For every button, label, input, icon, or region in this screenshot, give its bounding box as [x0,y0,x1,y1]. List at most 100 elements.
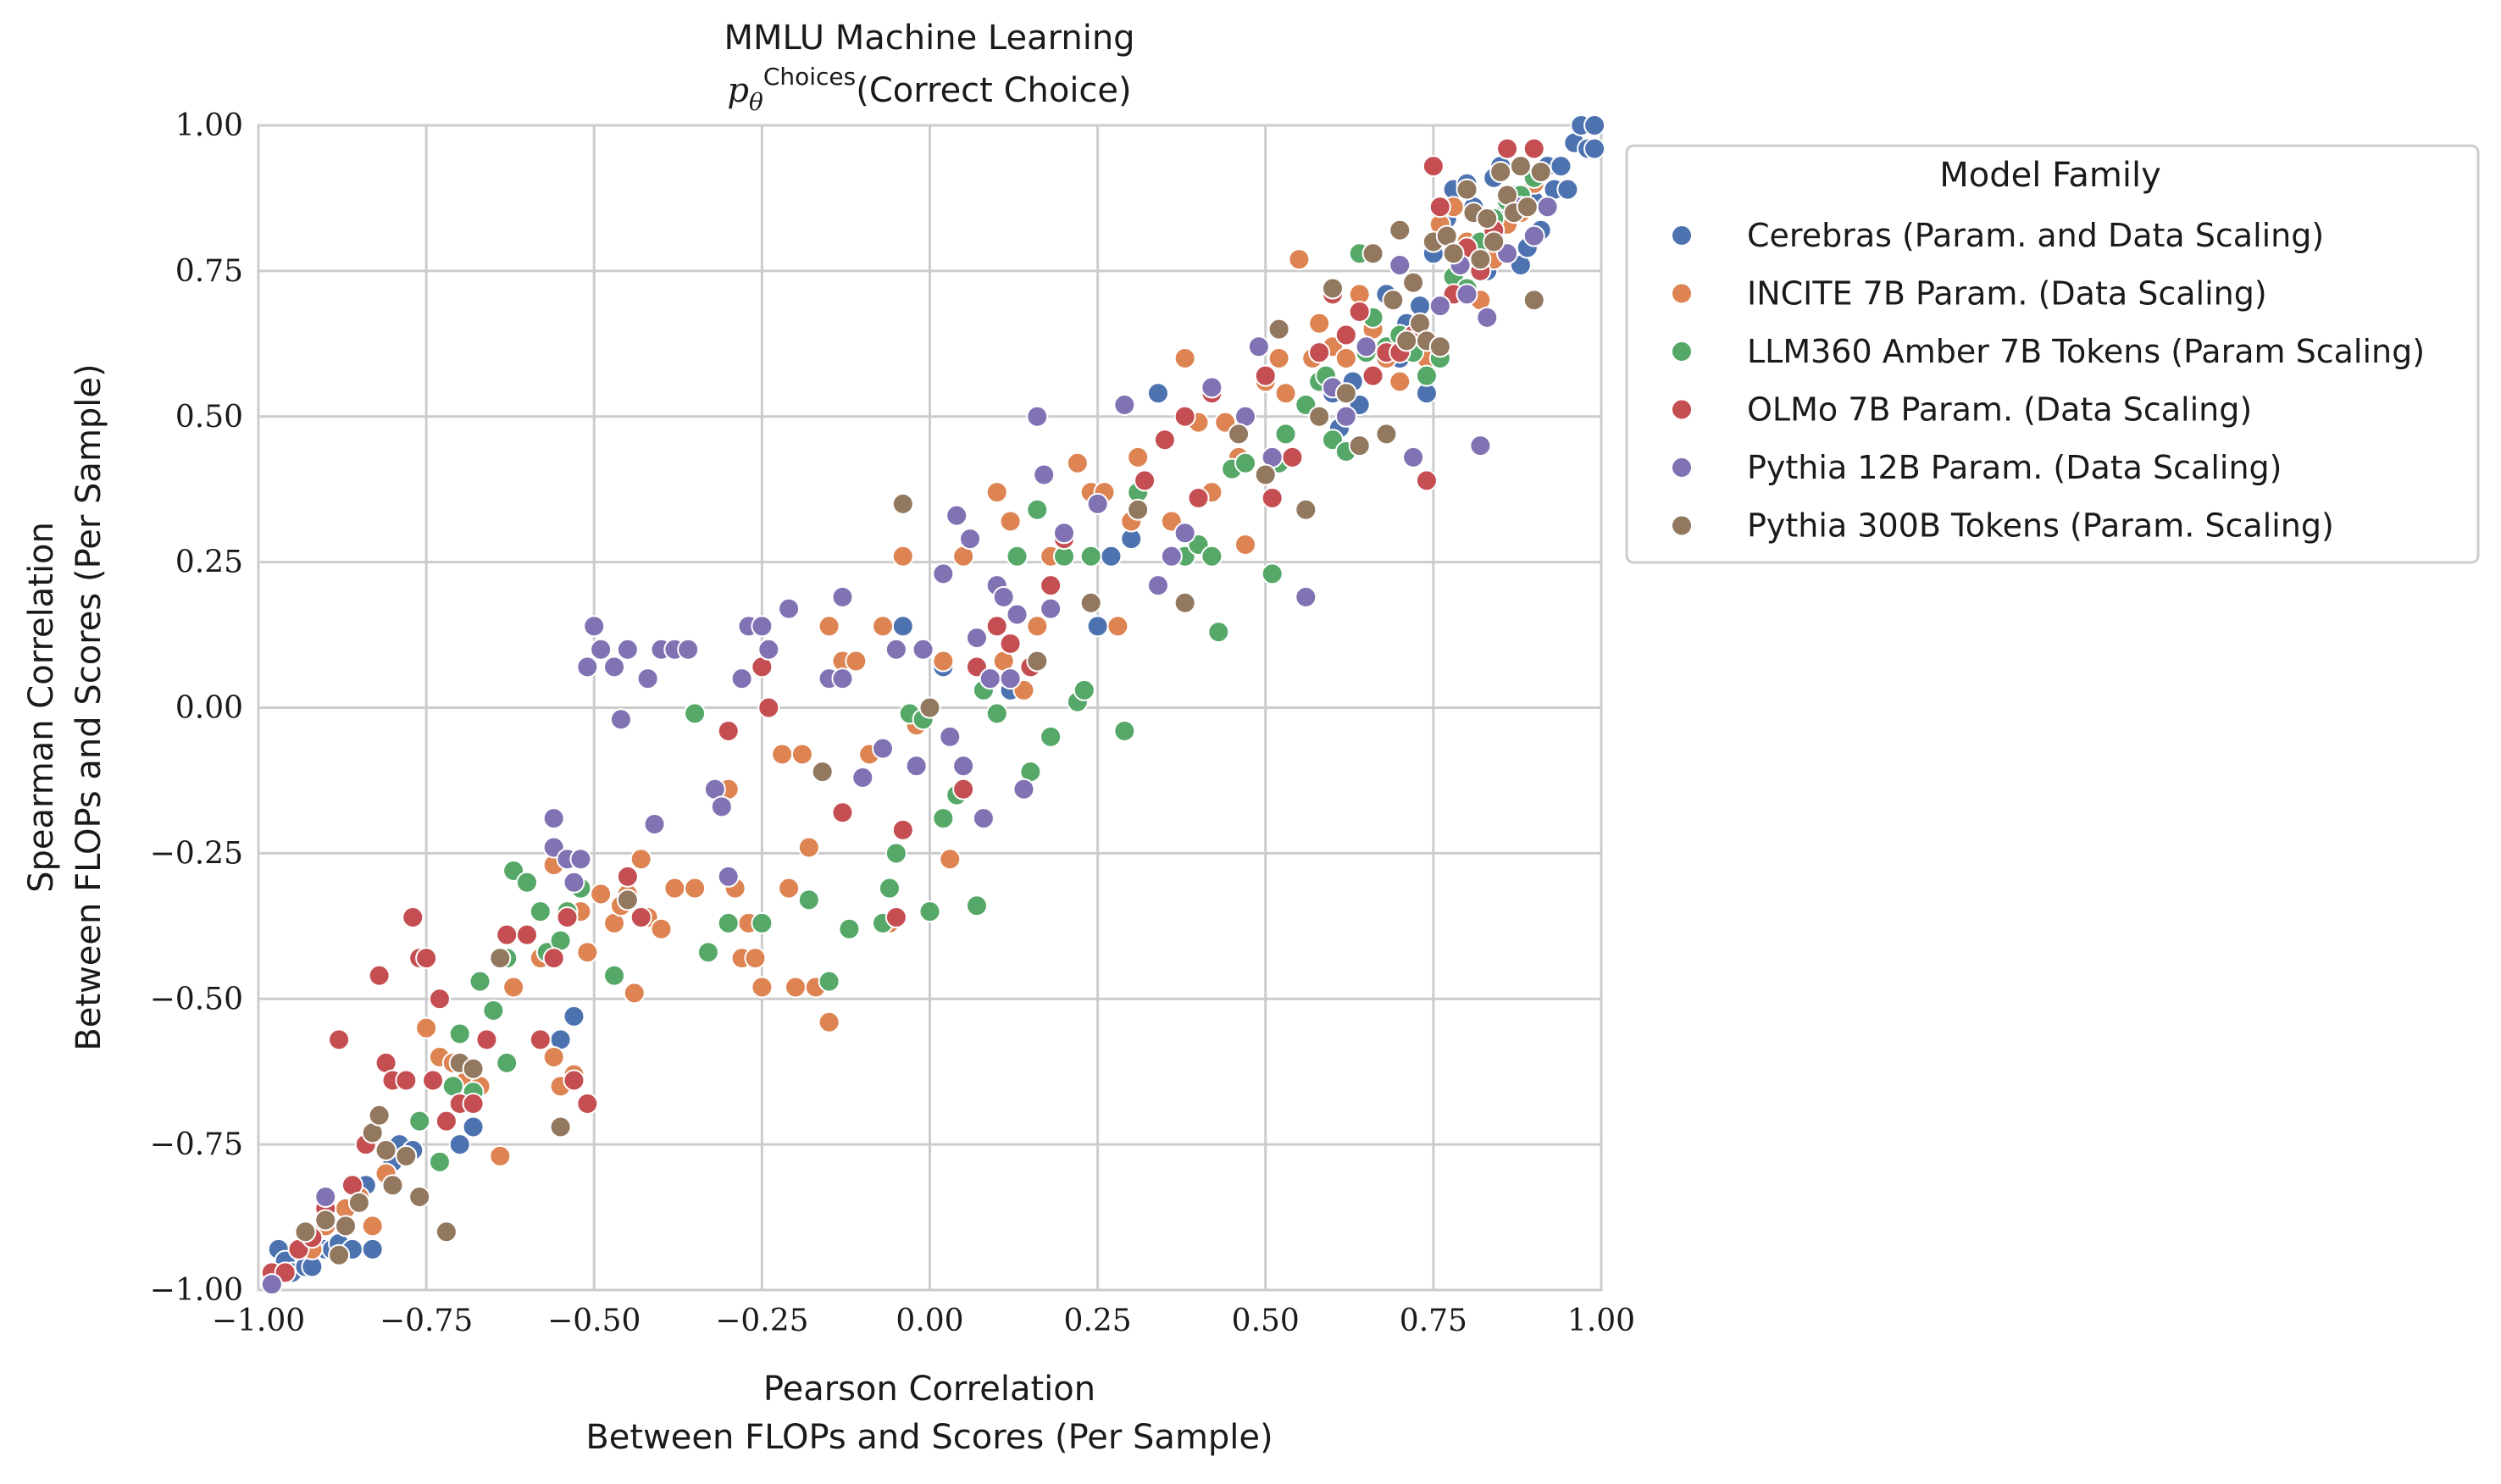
subtitle-theta: θ [749,88,763,116]
data-point [462,1093,485,1115]
data-point [972,807,995,830]
data-point [1348,435,1371,457]
data-point [1146,574,1169,597]
data-point [1254,364,1277,387]
data-point [1529,161,1552,183]
y-tick-label: 0.75 [175,254,243,289]
data-point [1395,329,1418,352]
data-point [999,632,1022,655]
data-point [395,1069,418,1092]
x-tick-label: −0.25 [715,1304,808,1338]
data-point [1288,248,1311,271]
data-point [650,917,673,940]
data-point [891,615,914,638]
data-point [1509,155,1532,178]
data-point [1079,591,1102,614]
data-point [563,1069,585,1092]
data-point [939,848,962,871]
data-point [838,917,861,940]
data-point [1428,196,1451,219]
data-point [1134,469,1156,492]
data-point [469,970,491,993]
data-point [1334,405,1357,428]
data-point [408,1110,431,1132]
data-point [361,1215,384,1238]
data-point [684,877,707,900]
data-point [361,1238,384,1260]
data-point [1456,283,1478,306]
data-point [314,1186,337,1208]
data-point [878,877,901,900]
data-point [831,667,854,690]
data-point [629,906,652,928]
data-point [965,894,988,917]
data-point [576,1093,599,1115]
legend-label: INCITE 7B Param. (Data Scaling) [1747,275,2267,313]
y-tick-label: −0.75 [150,1127,243,1162]
data-point [1040,574,1062,597]
data-point [435,1110,458,1132]
data-point [1086,492,1109,515]
data-point [785,976,807,999]
y-tick-label: 1.00 [175,108,243,143]
data-point [368,964,391,987]
x-tick-label: 0.25 [1064,1304,1132,1338]
data-point [1322,277,1344,300]
data-point [1295,585,1317,608]
data-point [1469,435,1492,457]
legend-marker [1671,398,1693,421]
data-point [1026,650,1049,673]
data-point [831,585,854,608]
data-point [408,1186,431,1208]
data-point [448,1133,471,1156]
data-point [884,906,907,928]
x-tick-label: −1.00 [212,1304,305,1338]
data-point [1234,451,1256,474]
data-point [516,923,538,946]
data-point [1228,423,1250,446]
data-point [1583,114,1606,136]
data-point [502,976,525,999]
legend-label: Pythia 300B Tokens (Param. Scaling) [1747,507,2334,545]
data-point [1026,498,1049,521]
data-point [609,708,632,731]
x-tick-label: −0.50 [547,1304,640,1338]
data-point [744,947,767,970]
data-point [1079,545,1102,568]
data-point [1308,341,1331,364]
data-point [1469,248,1492,271]
data-point [771,743,794,766]
data-point [790,743,813,766]
x-tick-labels: −1.00 −0.75 −0.50 −0.25 0.00 0.25 0.50 0.75 1.00 [212,1304,1635,1338]
data-point [1536,196,1559,219]
data-point [1012,778,1035,800]
data-point [884,638,907,661]
data-point [1247,335,1270,358]
x-tick-label: −0.75 [380,1304,473,1338]
data-point [831,801,854,824]
data-point [428,1150,451,1173]
data-point [1428,335,1451,358]
data-point [1261,562,1284,585]
data-point [590,638,613,661]
data-point [1201,545,1223,568]
data-point [959,528,982,551]
data-point [542,947,565,970]
x-axis-label-line1: Pearson Correlation [763,1370,1095,1409]
y-tick-label: −0.50 [150,982,243,1016]
data-point [496,923,518,946]
data-point [629,848,652,871]
data-point [872,615,895,638]
data-point [730,667,753,690]
data-point [1556,178,1579,201]
data-point [818,1011,840,1033]
data-point [1496,137,1519,160]
data-point [402,906,424,928]
data-point [1489,161,1512,183]
data-point [891,545,914,568]
data-point [1006,603,1029,626]
data-point [1348,301,1371,323]
data-point [448,1022,471,1045]
x-tick-label: 1.00 [1567,1304,1635,1338]
